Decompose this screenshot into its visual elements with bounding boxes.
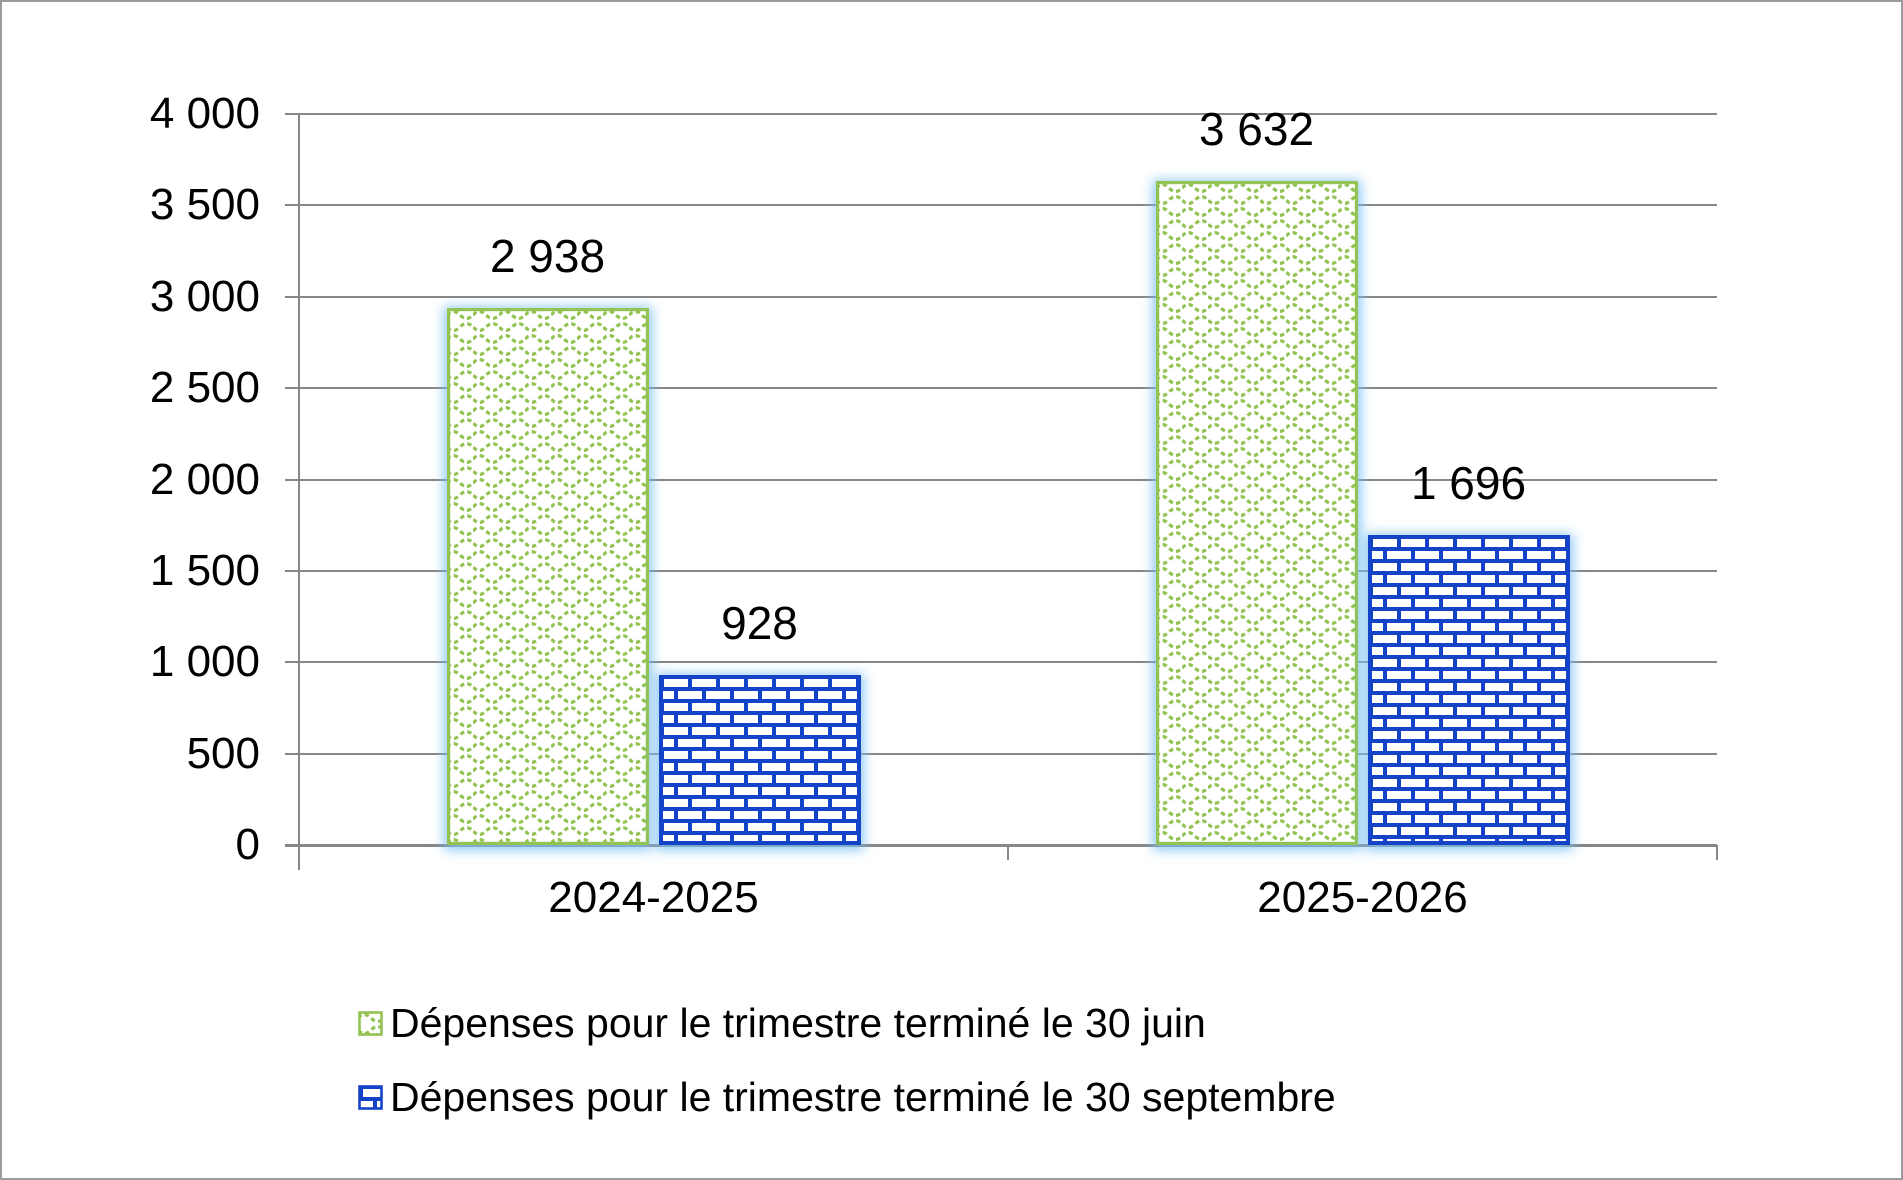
y-tick-label: 2 000 — [149, 454, 260, 504]
x-axis-tick — [1716, 845, 1718, 860]
bar-brick-2025-2026 — [1367, 535, 1570, 845]
x-axis-line — [285, 844, 1717, 847]
y-tick-label: 3 000 — [149, 271, 260, 321]
legend-item-juin: Dépenses pour le trimestre terminé le 30… — [358, 1000, 1336, 1046]
y-axis-line — [298, 114, 300, 870]
legend: Dépenses pour le trimestre terminé le 30… — [358, 1000, 1336, 1148]
bar-value-label: 2 938 — [489, 230, 606, 282]
y-tick-label: 1 500 — [149, 545, 260, 595]
bar-value-label: 928 — [721, 597, 798, 649]
y-tick-label: 500 — [186, 728, 260, 778]
gridline — [285, 113, 1717, 115]
bar-wave-scale-2025-2026 — [1155, 181, 1358, 845]
x-category-label: 2024-2025 — [548, 873, 759, 922]
gridline — [285, 569, 1717, 572]
gridline — [285, 661, 1717, 664]
bar-wave-scale-2024-2025 — [446, 308, 649, 845]
y-tick-label: 4 000 — [149, 89, 260, 138]
legend-label-septembre: Dépenses pour le trimestre terminé le 30… — [390, 1074, 1336, 1120]
y-tick-label: 1 000 — [149, 637, 260, 687]
gridline — [285, 387, 1717, 390]
y-tick-label: 3 500 — [149, 180, 260, 230]
legend-label-juin: Dépenses pour le trimestre terminé le 30… — [390, 1000, 1206, 1046]
y-tick-label: 2 500 — [149, 363, 260, 413]
bar-brick-2024-2025 — [658, 675, 861, 845]
bar-value-label: 3 632 — [1198, 103, 1315, 155]
legend-item-septembre: Dépenses pour le trimestre terminé le 30… — [358, 1074, 1336, 1120]
x-axis-tick — [1007, 845, 1009, 860]
gridline — [285, 295, 1717, 298]
gridline — [285, 204, 1717, 207]
bar-value-label: 1 696 — [1410, 457, 1527, 509]
gridline — [285, 752, 1717, 755]
gridline — [285, 478, 1717, 481]
legend-swatch-brick-icon — [358, 1084, 383, 1110]
y-tick-label: 0 — [235, 820, 260, 869]
legend-swatch-wave-icon — [358, 1010, 383, 1036]
x-category-label: 2025-2026 — [1257, 873, 1468, 922]
